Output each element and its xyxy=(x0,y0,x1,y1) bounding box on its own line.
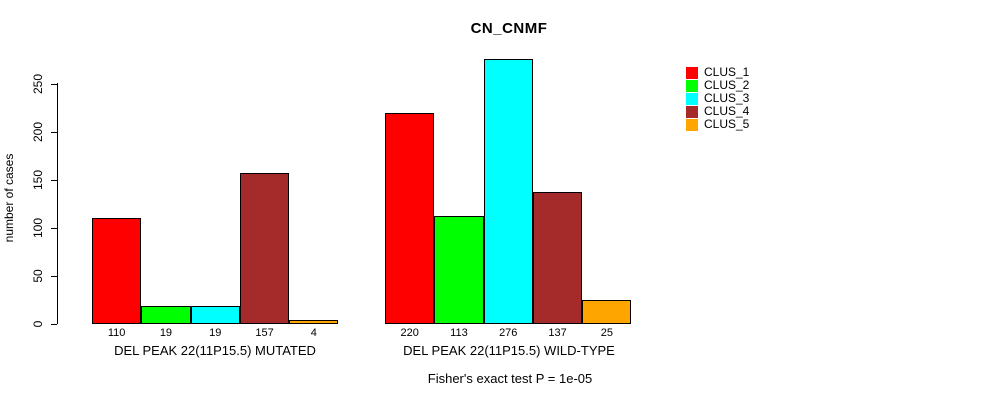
bar-clus_5-group2 xyxy=(582,300,632,324)
y-axis-tick-label: 50 xyxy=(31,269,45,283)
bar-clus_1-group1 xyxy=(92,218,142,324)
bar-value-label: 157 xyxy=(255,327,274,339)
legend-item-clus_4: CLUS_4 xyxy=(686,105,749,118)
y-axis-tick-label: 0 xyxy=(31,320,45,328)
y-axis-tick-label: 150 xyxy=(31,169,45,191)
bar-clus_4-group2 xyxy=(532,192,583,324)
bar-clus_2-group2 xyxy=(434,215,484,324)
bar-value-label: 276 xyxy=(499,327,518,339)
legend-swatch xyxy=(686,92,698,105)
y-axis-tick xyxy=(51,323,57,325)
y-axis-tick-label: 100 xyxy=(31,217,45,239)
group-label-mutated: DEL PEAK 22(11P15.5) MUTATED xyxy=(114,343,316,358)
bar-clus_3-group2 xyxy=(483,59,533,324)
bar-clus_4-group1 xyxy=(239,173,290,324)
y-axis-label: number of cases xyxy=(2,153,16,243)
bar-clus_5-group1 xyxy=(289,320,339,324)
y-axis-tick xyxy=(51,131,57,133)
legend-label: CLUS_1 xyxy=(704,65,750,79)
legend-item-clus_3: CLUS_3 xyxy=(686,92,749,105)
y-axis-tick-label: 200 xyxy=(31,121,45,143)
y-axis-tick xyxy=(51,83,57,85)
y-axis-tick xyxy=(51,227,57,229)
y-axis-line xyxy=(57,83,58,324)
bar-clus_2-group1 xyxy=(141,305,191,324)
bar-value-label: 220 xyxy=(400,327,419,339)
chart-title: CN_CNMF xyxy=(470,20,548,37)
legend-swatch xyxy=(686,118,698,131)
legend-label: CLUS_4 xyxy=(704,104,750,118)
y-axis-tick xyxy=(51,179,57,181)
y-axis-tick xyxy=(51,275,57,277)
legend-item-clus_1: CLUS_1 xyxy=(686,66,749,79)
legend-item-clus_2: CLUS_2 xyxy=(686,79,749,92)
legend-item-clus_5: CLUS_5 xyxy=(686,118,749,131)
legend-swatch xyxy=(686,105,698,118)
legend-swatch xyxy=(686,66,698,79)
group-label-wild-type: DEL PEAK 22(11P15.5) WILD-TYPE xyxy=(403,343,615,358)
bar-value-label: 137 xyxy=(548,327,567,339)
y-axis-tick-label: 250 xyxy=(31,73,45,95)
bar-value-label: 19 xyxy=(209,327,222,339)
bar-clus_3-group1 xyxy=(190,305,240,324)
legend-label: CLUS_3 xyxy=(704,91,750,105)
bar-value-label: 25 xyxy=(600,327,613,339)
bar-value-label: 110 xyxy=(107,327,126,339)
legend-label: CLUS_5 xyxy=(704,117,750,131)
legend-swatch xyxy=(686,79,698,92)
legend-label: CLUS_2 xyxy=(704,78,750,92)
bar-value-label: 19 xyxy=(159,327,173,339)
bar-value-label: 113 xyxy=(450,327,468,339)
legend: CLUS_1 CLUS_2 CLUS_3 CLUS_4 CLUS_5 xyxy=(686,66,749,131)
bar-clus_1-group2 xyxy=(385,112,435,324)
bar-value-label: 4 xyxy=(310,327,317,339)
fisher-test-annotation: Fisher's exact test P = 1e-05 xyxy=(427,371,593,386)
